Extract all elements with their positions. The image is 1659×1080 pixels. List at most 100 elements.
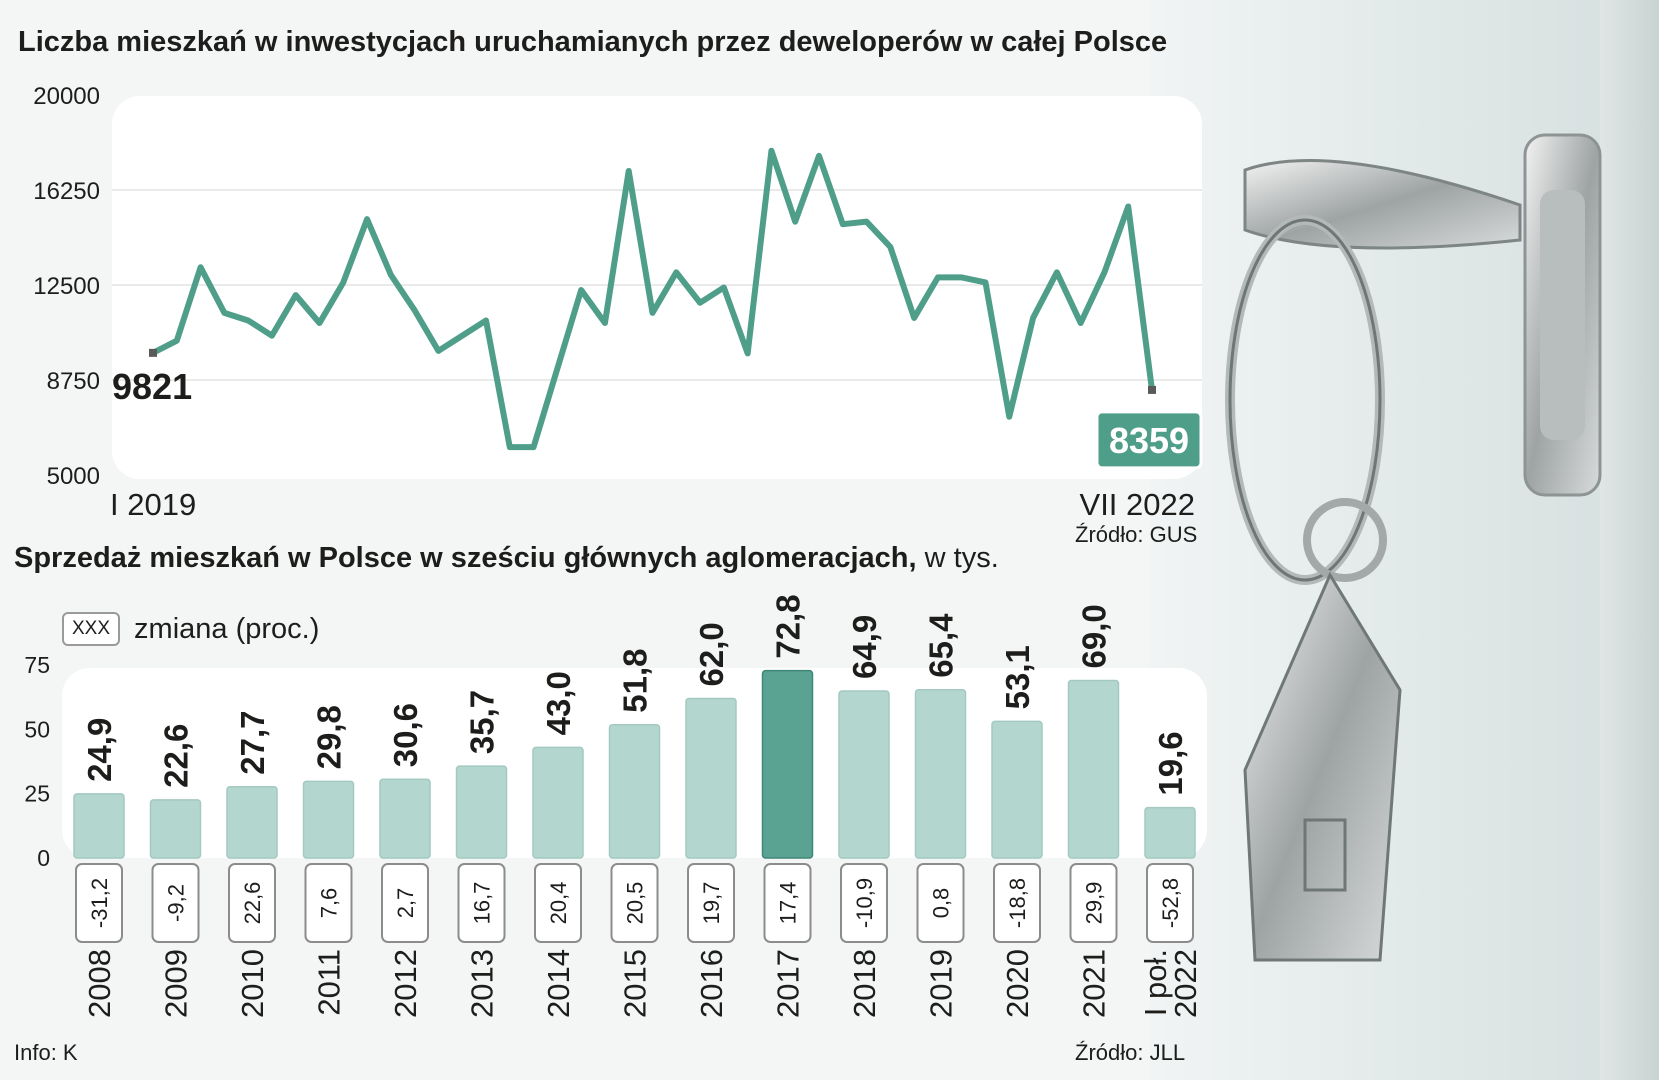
bar-value-label: 43,0 — [540, 671, 577, 735]
y-tick-label: 12500 — [33, 273, 100, 300]
bar — [761, 669, 814, 859]
x-start-label: I 2019 — [110, 487, 196, 522]
bar-value-label: 27,7 — [234, 710, 271, 774]
change-box — [916, 863, 965, 943]
category-label: 2022 — [1168, 949, 1203, 1018]
change-box — [75, 863, 123, 943]
bar — [379, 778, 431, 859]
series-line — [150, 147, 1155, 451]
change-box — [151, 863, 200, 943]
x-end-label: VII 2022 — [1080, 487, 1195, 522]
line-chart-title: Liczba mieszkań w inwestycjach uruchamia… — [18, 26, 1168, 58]
bar — [226, 785, 278, 859]
bar-value-label: 65,4 — [923, 613, 960, 678]
change-box — [381, 863, 429, 943]
data-point-marker — [149, 348, 157, 357]
category-label: 2016 — [694, 949, 729, 1018]
door-frame — [1600, 0, 1659, 1080]
bar — [302, 780, 355, 859]
change-box — [687, 863, 735, 943]
change-box — [1069, 863, 1118, 943]
category-label: 2019 — [924, 949, 959, 1018]
line-chart-panel — [112, 96, 1202, 479]
change-label: 29,9 — [1082, 882, 1107, 925]
category-label: 2013 — [465, 949, 500, 1018]
change-label: 17,4 — [776, 882, 801, 925]
first-value-label: 9821 — [112, 366, 192, 407]
change-box — [228, 863, 276, 943]
bar-value-label: 30,6 — [387, 703, 424, 767]
bar — [838, 690, 890, 859]
change-label: 0,8 — [929, 888, 954, 919]
bar-value-label: 24,9 — [81, 718, 118, 782]
change-box — [534, 863, 582, 943]
bar — [991, 720, 1043, 859]
y-tick-label: 25 — [24, 781, 50, 807]
change-box — [763, 863, 812, 943]
y-tick-label: 50 — [24, 716, 50, 742]
change-legend: XXX zmiana (proc.) — [62, 612, 319, 646]
category-label: I poł. — [1138, 949, 1173, 1016]
change-label: 20,4 — [546, 882, 571, 925]
bar — [455, 765, 508, 859]
category-label: 2021 — [1077, 949, 1112, 1018]
change-label: 7,6 — [317, 888, 342, 919]
y-tick-label: 8750 — [47, 368, 100, 395]
change-label: 19,7 — [699, 882, 724, 925]
category-label: 2011 — [312, 949, 347, 1016]
category-label: 2017 — [771, 949, 806, 1018]
y-tick-label: 75 — [24, 652, 50, 678]
category-label: 2009 — [159, 949, 194, 1018]
bar-chart-source: Źródło: JLL — [1075, 1040, 1186, 1065]
change-box — [993, 863, 1041, 943]
bar-value-label: 35,7 — [464, 690, 501, 754]
y-tick-label: 5000 — [47, 463, 100, 490]
bar — [532, 746, 584, 859]
change-label: 16,7 — [470, 882, 495, 925]
bar-value-label: 51,8 — [617, 648, 654, 712]
bar — [685, 697, 737, 859]
change-box — [457, 863, 506, 943]
change-label: 20,5 — [623, 882, 648, 925]
bar — [914, 688, 967, 859]
bar-value-label: 62,0 — [693, 622, 730, 686]
change-box — [840, 863, 888, 943]
change-label: -18,8 — [1005, 878, 1030, 928]
bar-chart-title-unit: w tys. — [916, 542, 999, 574]
bar — [1144, 806, 1196, 859]
info-label: Info: K — [14, 1040, 78, 1065]
legend-box: XXX — [62, 612, 121, 646]
bar — [608, 723, 661, 859]
y-tick-label: 16250 — [33, 178, 100, 205]
bar-value-label: 53,1 — [999, 645, 1036, 709]
bar-chart-title: Sprzedaż mieszkań w Polsce w sześciu głó… — [14, 542, 999, 575]
change-box — [304, 863, 353, 943]
bar-value-label: 29,8 — [311, 705, 348, 769]
bar — [73, 793, 125, 859]
category-label: 2020 — [1000, 949, 1035, 1018]
bar — [1067, 679, 1120, 859]
bar-chart-title-main: Sprzedaż mieszkań w Polsce w sześciu głó… — [14, 542, 917, 574]
bar-value-label: 64,9 — [846, 615, 883, 679]
last-value-label: 8359 — [1109, 420, 1189, 461]
bar-value-label: 69,0 — [1076, 604, 1113, 668]
change-label: 2,7 — [393, 888, 418, 919]
change-box — [610, 863, 659, 943]
line-chart-source: Źródło: GUS — [1075, 522, 1198, 547]
bar-value-label: 19,6 — [1152, 731, 1189, 795]
legend-label: zmiana (proc.) — [134, 612, 320, 645]
bar-value-label: 72,8 — [770, 594, 807, 658]
change-label: 22,6 — [240, 882, 265, 925]
category-label: 2014 — [541, 949, 576, 1018]
category-label: 2015 — [618, 949, 653, 1018]
change-label: -10,9 — [852, 878, 877, 928]
category-label: 2008 — [82, 949, 117, 1018]
category-label: 2010 — [235, 949, 270, 1018]
data-point-marker — [1148, 385, 1156, 394]
category-label: 2012 — [388, 949, 423, 1018]
change-box — [1146, 863, 1194, 943]
bar — [149, 799, 202, 859]
